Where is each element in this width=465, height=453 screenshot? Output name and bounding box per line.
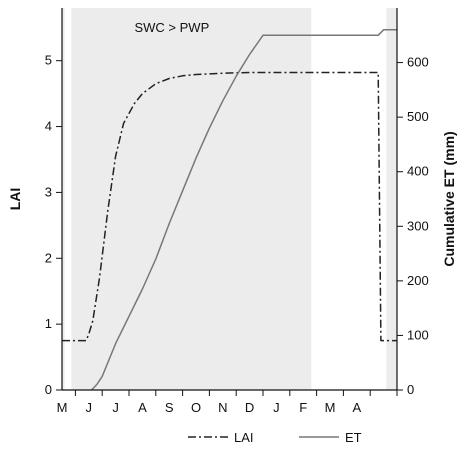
shaded-period-0 <box>62 8 65 390</box>
legend: LAI ET <box>188 430 362 445</box>
shaded-period-2 <box>386 8 397 390</box>
x-tick-label-7: D <box>245 400 254 415</box>
x-tick-label-9: F <box>299 400 307 415</box>
ticks: 0 1 2 3 4 5 0 100 200 300 400 500 600 M J J A S O N D J F M A <box>45 53 429 415</box>
series-line-lai <box>62 71 397 342</box>
y-right-tick-label-3: 300 <box>407 218 429 233</box>
y-right-tick-label-2: 200 <box>407 273 429 288</box>
y-right-tick-label-1: 100 <box>407 327 429 342</box>
y-left-tick-label-0: 0 <box>45 382 52 397</box>
y-right-tick-label-4: 400 <box>407 164 429 179</box>
y-axis-right-title: Cumulative ET (mm) <box>441 131 457 266</box>
x-tick-label-6: N <box>218 400 227 415</box>
x-tick-label-1: J <box>86 400 93 415</box>
legend-label-et: ET <box>345 430 362 445</box>
x-tick-label-5: O <box>191 400 201 415</box>
y-right-tick-label-6: 600 <box>407 55 429 70</box>
x-tick-label-8: J <box>273 400 280 415</box>
x-tick-label-3: A <box>138 400 147 415</box>
x-tick-label-11: A <box>352 400 361 415</box>
y-left-tick-label-4: 4 <box>45 119 52 134</box>
y-right-tick-label-5: 500 <box>407 109 429 124</box>
y-right-tick-label-0: 0 <box>407 382 414 397</box>
x-tick-label-0: M <box>57 400 68 415</box>
series-lines <box>62 29 397 391</box>
y-left-tick-label-5: 5 <box>45 53 52 68</box>
y-left-tick-label-1: 1 <box>45 316 52 331</box>
y-left-tick-label-3: 3 <box>45 184 52 199</box>
x-tick-label-4: S <box>165 400 174 415</box>
x-tick-label-10: M <box>325 400 336 415</box>
annotation-swc-pwp: SWC > PWP <box>134 20 209 35</box>
shaded-period-1 <box>71 8 312 390</box>
x-tick-label-2: J <box>112 400 119 415</box>
y-axis-left-title: LAI <box>7 188 23 211</box>
series-line-et <box>90 29 397 391</box>
y-left-tick-label-2: 2 <box>45 250 52 265</box>
shaded-periods <box>62 8 397 390</box>
axes <box>61 8 398 391</box>
legend-label-lai: LAI <box>234 430 254 445</box>
